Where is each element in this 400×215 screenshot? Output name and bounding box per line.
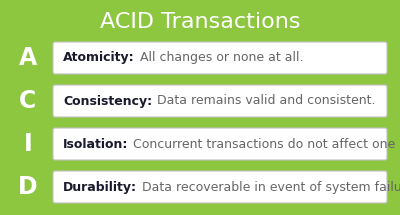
Text: Durability:: Durability: [63,181,137,194]
FancyBboxPatch shape [53,171,387,203]
FancyBboxPatch shape [53,128,387,160]
Text: A: A [19,46,37,70]
Text: D: D [18,175,38,199]
Text: All changes or none at all.: All changes or none at all. [136,52,303,64]
Text: Consistency:: Consistency: [63,95,152,108]
Text: ACID Transactions: ACID Transactions [100,12,300,32]
Text: C: C [19,89,37,113]
Text: Data remains valid and consistent.: Data remains valid and consistent. [153,95,376,108]
FancyBboxPatch shape [53,85,387,117]
FancyBboxPatch shape [53,42,387,74]
Text: I: I [24,132,32,156]
Text: Isolation:: Isolation: [63,138,128,150]
Text: Concurrent transactions do not affect one other.: Concurrent transactions do not affect on… [129,138,400,150]
Text: Atomicity:: Atomicity: [63,52,135,64]
Text: Data recoverable in event of system failure.: Data recoverable in event of system fail… [138,181,400,194]
